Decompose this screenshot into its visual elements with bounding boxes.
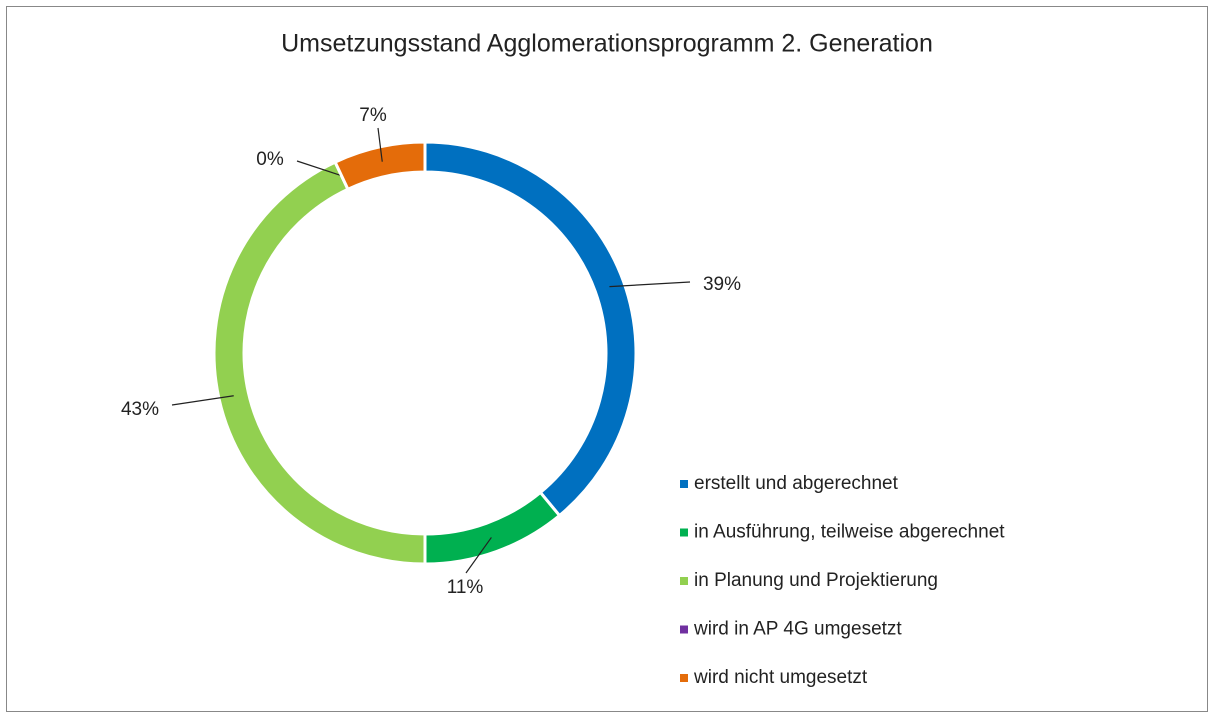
- leader-line: [377, 127, 383, 162]
- legend-swatch: [680, 625, 688, 634]
- leader-line: [296, 160, 342, 177]
- leader-line: [609, 281, 691, 288]
- chart-title: Umsetzungsstand Agglomerationsprogramm 2…: [281, 30, 933, 58]
- data-label: 0%: [256, 149, 284, 170]
- legend-label: wird in AP 4G umgesetzt: [693, 619, 902, 640]
- data-label: 11%: [447, 577, 484, 598]
- data-label: 7%: [359, 105, 387, 126]
- legend-label: in Ausführung, teilweise abgerechnet: [694, 522, 1005, 543]
- legend-swatch: [680, 528, 688, 537]
- legend-swatch: [680, 674, 688, 682]
- data-label: 43%: [121, 399, 159, 420]
- legend-swatch: [680, 480, 688, 488]
- data-label: 39%: [703, 274, 741, 295]
- legend-label: wird nicht umgesetzt: [693, 667, 868, 688]
- legend-swatch: [680, 577, 688, 585]
- leader-line: [171, 395, 234, 406]
- legend-label: erstellt und abgerechnet: [694, 473, 899, 494]
- legend-label: in Planung und Projektierung: [694, 570, 938, 591]
- donut-segment: [333, 140, 427, 192]
- leader-line: [465, 537, 492, 574]
